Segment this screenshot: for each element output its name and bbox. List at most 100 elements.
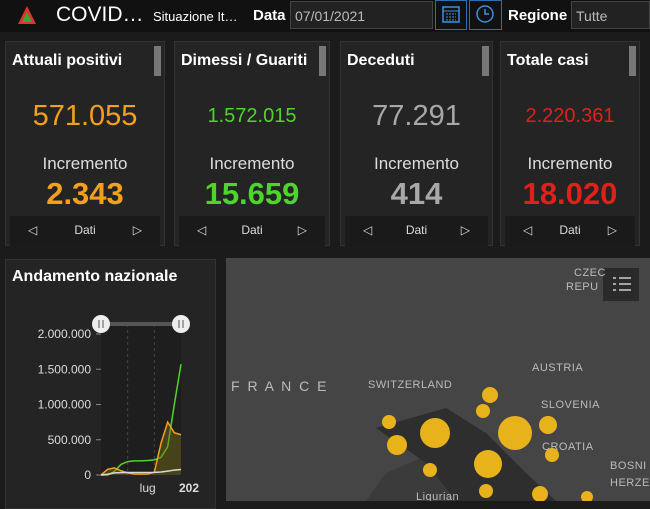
card: Attuali positivi 571.055 Incremento 2.343 ◁ D… <box>5 41 165 246</box>
next-button[interactable]: ▷ <box>132 223 142 237</box>
y-tick-label: 500.000 <box>48 433 92 447</box>
slider-handle[interactable] <box>92 315 110 333</box>
bubble <box>423 463 437 477</box>
bubble <box>382 415 396 429</box>
card-value: 77.291 <box>372 100 461 132</box>
bubble <box>581 491 593 501</box>
card-title: Totale casi <box>507 52 589 69</box>
bubbles <box>382 387 593 501</box>
prev-button[interactable]: ◁ <box>363 223 373 237</box>
list-icon <box>613 277 631 291</box>
area-fill <box>101 422 181 475</box>
app-subtitle: Situazione It… <box>153 9 238 24</box>
calendar-button[interactable] <box>435 0 467 30</box>
nav-label: Dati <box>74 223 96 237</box>
next-button[interactable]: ▷ <box>460 223 470 237</box>
prev-button[interactable]: ◁ <box>523 223 533 237</box>
region-label: Regione <box>508 7 568 24</box>
map-label: SLOVENIA <box>541 399 600 411</box>
card-nav: ◁ Dati ▷ <box>345 216 488 246</box>
increment-label: Incremento <box>373 154 460 173</box>
map-label: CZEC <box>574 267 606 279</box>
series-line <box>100 420 182 476</box>
y-tick-label: 2.000.000 <box>38 327 92 341</box>
chart-title: Andamento nazionale <box>12 268 178 285</box>
time-button[interactable] <box>469 0 502 30</box>
nav-label: Dati <box>241 223 263 237</box>
increment-value: 15.659 <box>204 176 300 211</box>
increment-label: Incremento <box>209 154 295 173</box>
date-label: Data <box>253 7 286 24</box>
map-label: BOSNI <box>610 460 647 472</box>
map-labels: CZEC REPU F R A N C E SWITZERLAND AUSTRIA SLO… <box>231 267 650 501</box>
land <box>226 258 650 501</box>
nav-label: Dati <box>559 223 581 237</box>
clock-icon <box>476 5 494 23</box>
bubble <box>545 448 559 462</box>
card-title: Dimessi / Guariti <box>181 52 308 69</box>
increment-value: 18.020 <box>522 176 618 211</box>
bubble <box>420 418 450 448</box>
card-value: 571.055 <box>32 100 138 132</box>
series-line <box>101 364 182 476</box>
card-nav: ◁ Dati ▷ <box>505 216 635 246</box>
bubble <box>387 435 407 455</box>
bubble <box>539 416 557 434</box>
card-value: 2.220.361 <box>525 105 615 127</box>
y-tick-label: 1.000.000 <box>38 398 92 412</box>
series-line <box>100 468 182 476</box>
y-tick-label: 1.500.000 <box>38 362 92 376</box>
date-input[interactable]: 07/01/2021 <box>290 1 433 29</box>
bubble <box>498 416 532 450</box>
scrollbar <box>482 46 489 76</box>
handle-grip <box>178 320 184 328</box>
scrollbar <box>629 46 636 76</box>
card-title: Deceduti <box>347 52 415 69</box>
increment-value: 414 <box>390 176 443 211</box>
plot-area <box>101 324 181 475</box>
map-label: CROATIA <box>542 441 594 453</box>
map-label: HERZE <box>610 477 650 489</box>
card-nav: ◁ Dati ▷ <box>10 216 160 246</box>
map-label: REPU <box>566 281 599 293</box>
bubble <box>479 484 493 498</box>
handle-grip <box>98 320 104 328</box>
card-nav: ◁ Dati ▷ <box>179 216 325 246</box>
next-button[interactable]: ▷ <box>607 223 617 237</box>
x-tick-label: lug <box>140 481 156 495</box>
map-label: F R A N C E <box>231 378 328 394</box>
card: Totale casi 2.220.361 Incremento 18.020 ◁ Dat… <box>500 41 640 246</box>
chart: 0 500.000 1.000.000 1.500.000 2.000.000 lug 20… <box>38 315 199 495</box>
map-label: Ligurian <box>416 491 459 501</box>
scrollbar <box>154 46 161 76</box>
prev-button[interactable]: ◁ <box>197 223 207 237</box>
map-label: SWITZERLAND <box>368 379 452 391</box>
x-tick-label: 202 <box>179 481 199 495</box>
logo <box>18 6 36 24</box>
map-label: AUSTRIA <box>532 362 583 374</box>
chart-panel: Andamento nazionale 0 500.000 1.000.000 1.5… <box>5 259 216 509</box>
top-bar: COVID… Situazione It… Data 07/01/2021 Re… <box>0 0 650 32</box>
nav-label: Dati <box>405 223 428 237</box>
calendar-icon <box>442 6 460 23</box>
card-value: 1.572.015 <box>207 105 297 127</box>
prev-button[interactable]: ◁ <box>28 223 38 237</box>
bubble <box>482 387 498 403</box>
next-button[interactable]: ▷ <box>297 223 307 237</box>
bubble <box>476 404 490 418</box>
card: Deceduti 77.291 Incremento 414 ◁ Dati ▷ <box>340 41 493 246</box>
y-tick-label: 0 <box>84 468 91 482</box>
increment-value: 2.343 <box>46 176 124 211</box>
region-select[interactable]: Tutte <box>571 1 650 29</box>
increment-label: Incremento <box>42 154 128 173</box>
map: CZEC REPU F R A N C E SWITZERLAND AUSTRIA SLO… <box>226 258 650 501</box>
app-title: COVID… <box>56 3 144 26</box>
bubble <box>474 450 502 478</box>
slider-handle[interactable] <box>172 315 190 333</box>
card: Dimessi / Guariti 1.572.015 Incremento 15.6… <box>174 41 330 246</box>
scrollbar <box>319 46 326 76</box>
increment-label: Incremento <box>527 154 613 173</box>
bubble <box>532 486 548 501</box>
card-title: Attuali positivi <box>12 52 123 69</box>
